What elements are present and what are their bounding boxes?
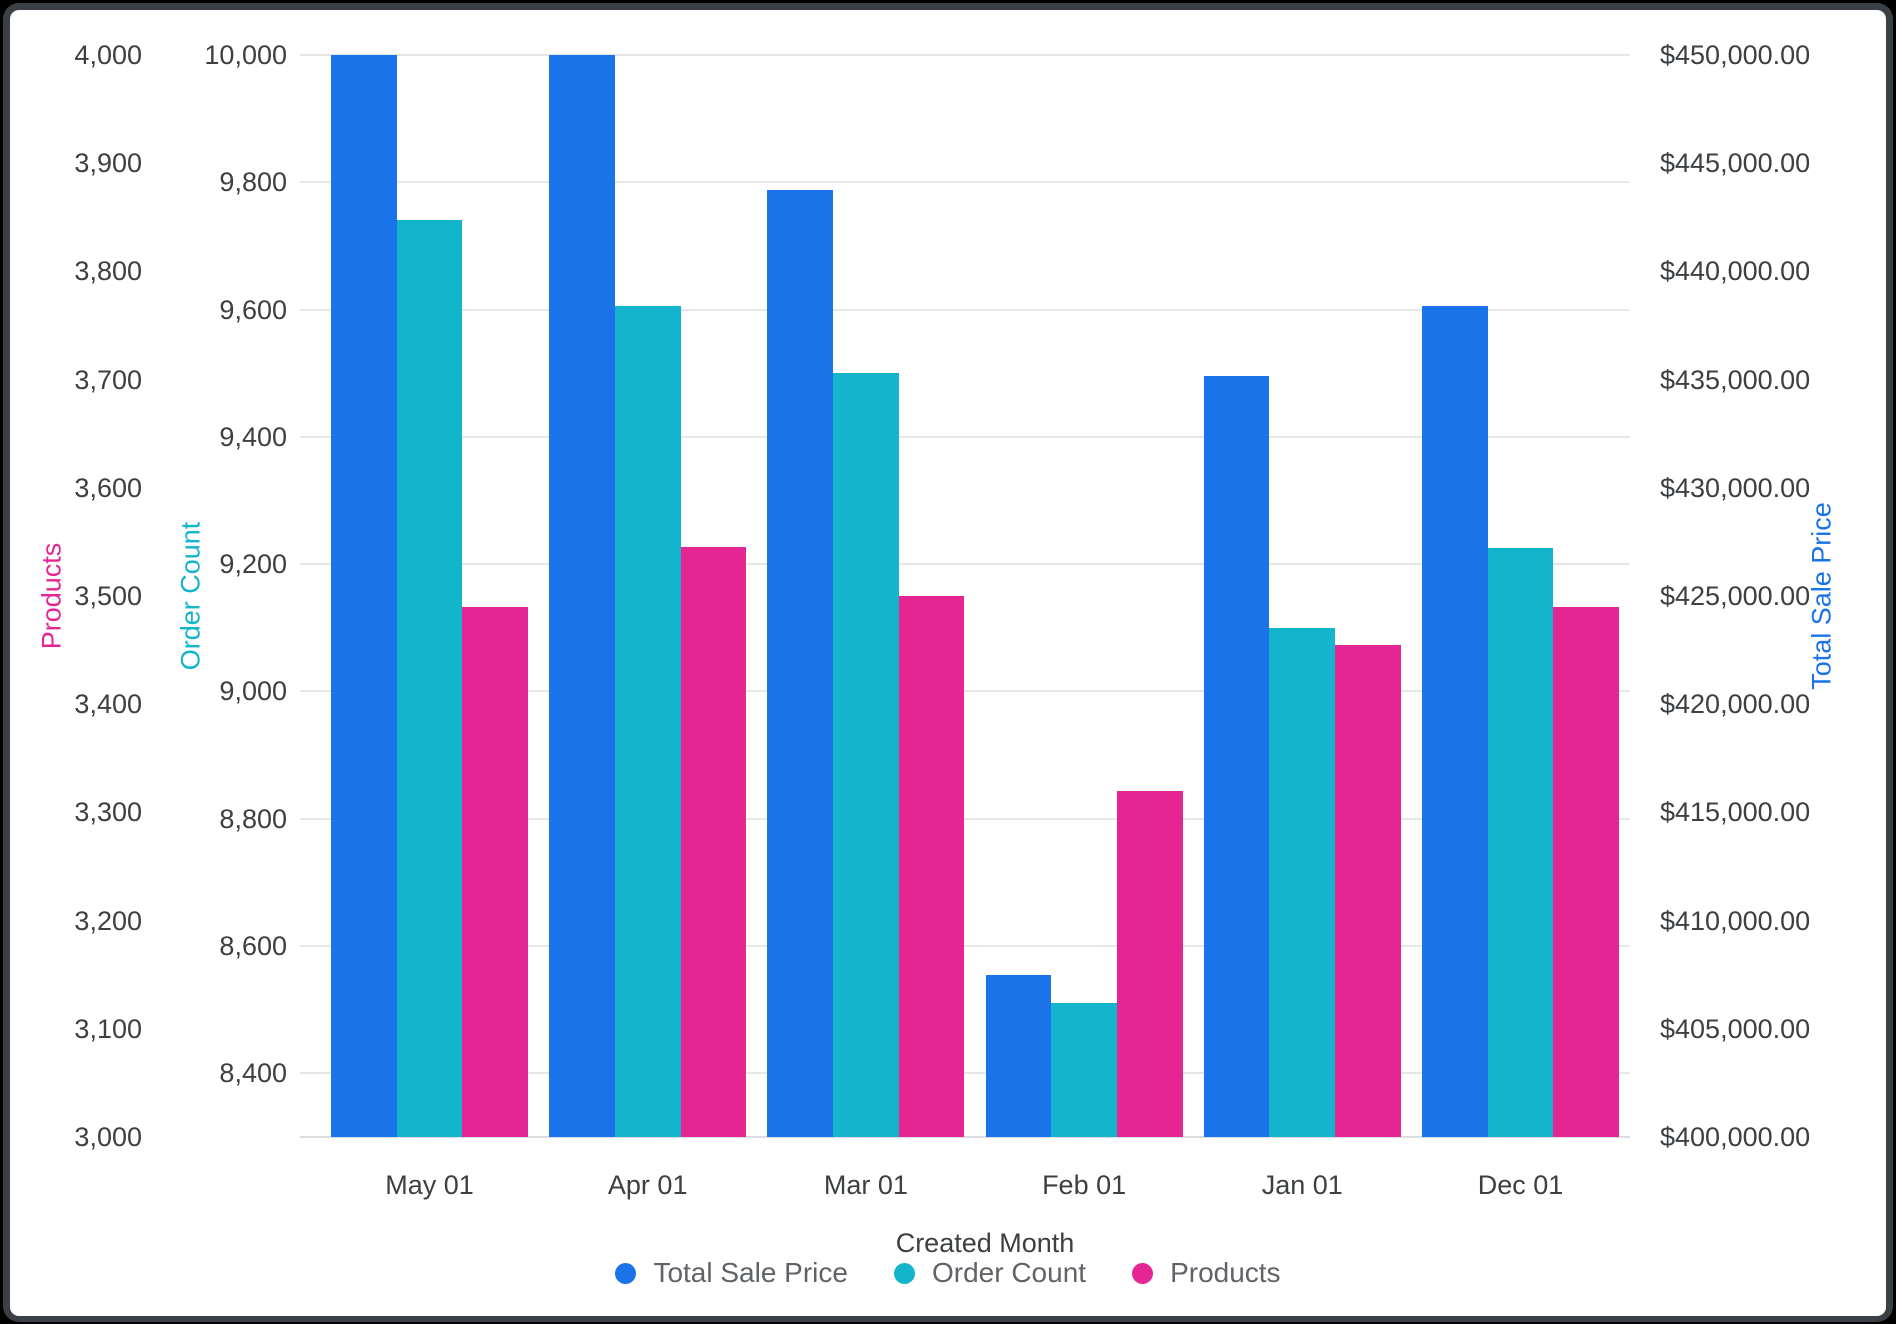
order-count-tick-label: 8,800 <box>219 803 287 834</box>
legend-dot-icon <box>615 1262 637 1284</box>
x-category-label: Feb 01 <box>1042 1170 1127 1200</box>
products-tick-label: 3,900 <box>74 148 142 179</box>
x-category-label: May 01 <box>385 1170 474 1200</box>
bar-products[interactable] <box>462 606 529 1137</box>
gridline <box>300 945 1630 948</box>
chart-card: 10,000 9,800 9,600 9,400 9,200 9,000 8,800 8,60… <box>10 10 1886 1316</box>
legend-item[interactable]: Products <box>1132 1257 1281 1289</box>
bar-price[interactable] <box>549 55 615 1137</box>
legend-dot-icon <box>893 1262 915 1284</box>
total-sale-price-tick-label: $430,000.00 <box>1660 472 1811 503</box>
gridline <box>300 817 1630 820</box>
gridline <box>300 308 1630 311</box>
gridline <box>300 563 1630 566</box>
products-tick-label: 3,000 <box>74 1122 142 1152</box>
gridline <box>300 435 1630 438</box>
total-sale-price-tick-label: $400,000.00 <box>1660 1122 1811 1152</box>
gridline <box>300 181 1630 184</box>
total-sale-price-tick-label: $410,000.00 <box>1660 905 1811 936</box>
order-count-tick-label: 8,600 <box>219 931 287 962</box>
bar-price[interactable] <box>330 55 397 1137</box>
bar-order[interactable] <box>1051 1003 1117 1137</box>
x-category-label: Apr 01 <box>607 1170 688 1200</box>
products-tick-label: 3,200 <box>74 905 142 936</box>
gridline <box>300 54 1630 56</box>
total-sale-price-tick-label: $440,000.00 <box>1660 256 1811 287</box>
total-sale-price-tick-label: $415,000.00 <box>1660 797 1811 828</box>
total-sale-price-tick-label: $405,000.00 <box>1660 1013 1811 1044</box>
products-tick-label: 3,100 <box>74 1013 142 1044</box>
legend-label: Total Sale Price <box>653 1257 848 1288</box>
products-tick-label: 3,500 <box>74 581 142 611</box>
order-count-tick-label: 8,400 <box>219 1058 287 1089</box>
bar-products[interactable] <box>1116 790 1183 1137</box>
y-axis-title-total-sale-price: Total Sale Price <box>1806 502 1837 690</box>
bar-price[interactable] <box>767 190 834 1137</box>
legend-dot-icon <box>1132 1262 1154 1284</box>
order-count-tick-label: 9,200 <box>219 549 287 580</box>
bar-order[interactable] <box>833 373 899 1137</box>
y-axis-title-order-count: Order Count <box>175 521 206 671</box>
products-tick-label: 3,800 <box>74 256 142 287</box>
bar-products[interactable] <box>898 596 965 1137</box>
gridline <box>300 1072 1630 1075</box>
y-axis-title-products: Products <box>36 542 67 650</box>
products-tick-label: 3,700 <box>74 364 142 395</box>
legend-item[interactable]: Total Sale Price <box>615 1257 848 1289</box>
bar-products[interactable] <box>680 547 747 1137</box>
products-tick-label: 3,400 <box>74 689 142 720</box>
total-sale-price-tick-label: $435,000.00 <box>1660 364 1811 395</box>
bar-price[interactable] <box>1203 376 1270 1137</box>
legend-label: Order Count <box>931 1257 1087 1288</box>
x-axis-line <box>300 1136 1630 1138</box>
x-category-label: Jan 01 <box>1261 1170 1343 1200</box>
legend-label: Products <box>1170 1257 1281 1288</box>
order-count-tick-label: 9,800 <box>219 167 287 198</box>
order-count-tick-label: 9,400 <box>219 421 287 452</box>
products-tick-label: 4,000 <box>74 40 142 70</box>
total-sale-price-tick-label: $445,000.00 <box>1660 148 1811 179</box>
total-sale-price-tick-label: $420,000.00 <box>1660 689 1811 720</box>
gridline <box>300 690 1630 693</box>
bar-products[interactable] <box>1335 644 1401 1137</box>
legend-item[interactable]: Order Count <box>893 1257 1087 1289</box>
total-sale-price-tick-label: $425,000.00 <box>1660 581 1811 611</box>
x-axis-title: Created Month <box>895 1228 1075 1258</box>
x-category-label: Mar 01 <box>823 1170 908 1200</box>
order-count-tick-label: 9,000 <box>219 676 287 707</box>
x-category-label: Dec 01 <box>1477 1170 1564 1200</box>
bar-products[interactable] <box>1553 606 1620 1137</box>
order-count-tick-label: 10,000 <box>204 40 287 70</box>
bar-order[interactable] <box>614 306 681 1137</box>
chart-legend: Total Sale Price Order Count Products <box>10 1257 1886 1289</box>
order-count-tick-label: 9,600 <box>219 294 287 325</box>
bar-price[interactable] <box>1421 306 1488 1137</box>
bar-order[interactable] <box>396 220 463 1137</box>
total-sale-price-tick-label: $450,000.00 <box>1660 40 1811 70</box>
bar-order[interactable] <box>1487 548 1554 1137</box>
bar-price[interactable] <box>985 974 1052 1137</box>
bar-order[interactable] <box>1269 627 1336 1137</box>
products-tick-label: 3,300 <box>74 797 142 828</box>
products-tick-label: 3,600 <box>74 472 142 503</box>
